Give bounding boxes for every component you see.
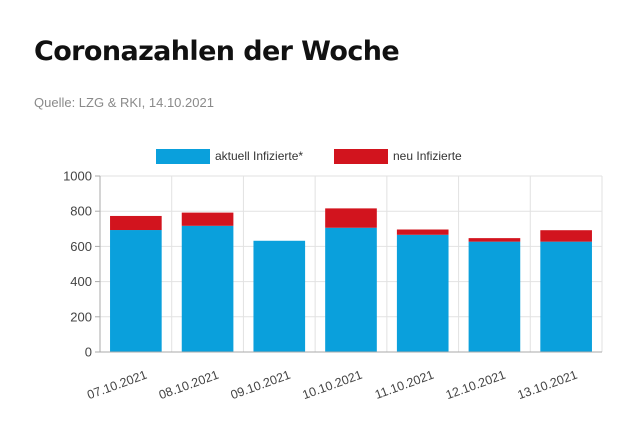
bar-current-infected[interactable] (181, 225, 234, 352)
x-tick-label: 07.10.2021 (85, 368, 149, 403)
chart-legend: aktuell Infizierte* neu Infizierte (0, 147, 640, 165)
legend-item-new[interactable]: neu Infizierte (334, 147, 462, 165)
bar-current-infected[interactable] (468, 241, 521, 352)
bar-new-infected[interactable] (468, 238, 521, 242)
y-tick-label: 400 (70, 274, 92, 289)
legend-item-current[interactable]: aktuell Infizierte* (156, 147, 303, 165)
bar-new-infected[interactable] (110, 215, 162, 231)
bar-current-infected[interactable] (110, 230, 162, 352)
x-tick-label: 09.10.2021 (229, 368, 293, 403)
y-tick-label: 200 (70, 309, 92, 324)
legend-label-new: neu Infizierte (393, 149, 462, 163)
x-tick-label: 12.10.2021 (444, 368, 508, 403)
source-note: Quelle: LZG & RKI, 14.10.2021 (34, 95, 214, 110)
legend-swatch-new (334, 148, 388, 164)
bars (110, 208, 592, 352)
bar-current-infected[interactable] (540, 241, 592, 352)
bar-current-infected[interactable] (253, 240, 306, 352)
x-tick-label: 10.10.2021 (300, 368, 364, 403)
y-tick-label: 1000 (63, 169, 92, 184)
legend-label-current: aktuell Infizierte* (215, 149, 304, 163)
bar-new-infected[interactable] (325, 208, 377, 228)
y-tick-label: 800 (70, 204, 92, 219)
y-tick-label: 0 (85, 345, 92, 360)
x-tick-label: 11.10.2021 (373, 368, 436, 402)
bar-new-infected[interactable] (540, 230, 592, 242)
page-title: Coronazahlen der Woche (34, 36, 400, 67)
y-tick-label: 600 (70, 239, 92, 254)
bar-current-infected[interactable] (396, 234, 449, 352)
x-tick-label: 08.10.2021 (157, 368, 221, 403)
bar-new-infected[interactable] (181, 212, 234, 226)
legend-swatch-current (156, 148, 210, 164)
bar-new-infected[interactable] (396, 229, 449, 235)
bar-current-infected[interactable] (325, 227, 377, 352)
x-tick-label: 13.10.2021 (516, 368, 580, 403)
